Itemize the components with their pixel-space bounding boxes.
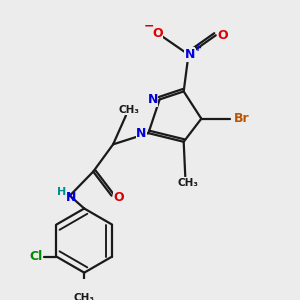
Text: N: N — [147, 93, 158, 106]
Text: Cl: Cl — [29, 250, 42, 263]
Text: O: O — [218, 29, 228, 42]
Text: −: − — [144, 20, 154, 33]
Text: CH₃: CH₃ — [178, 178, 199, 188]
Text: O: O — [113, 191, 124, 204]
Text: N: N — [136, 127, 146, 140]
Text: O: O — [152, 27, 163, 40]
Text: N: N — [185, 48, 195, 61]
Text: H: H — [57, 187, 66, 197]
Text: +: + — [194, 43, 202, 53]
Text: N: N — [66, 191, 76, 204]
Text: Br: Br — [234, 112, 249, 125]
Text: CH₃: CH₃ — [74, 293, 95, 300]
Text: CH₃: CH₃ — [119, 105, 140, 115]
